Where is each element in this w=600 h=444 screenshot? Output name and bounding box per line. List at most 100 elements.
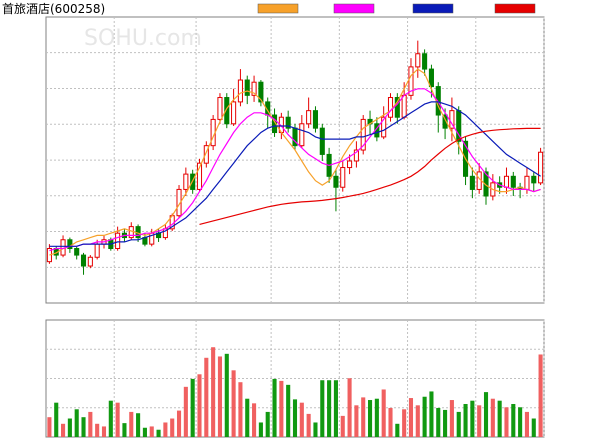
volume-bar-up [217,356,223,437]
volume-bar-up [163,422,168,437]
volume-bar-up [95,423,100,437]
volume-bar-up [204,357,209,437]
volume-bar-down [313,422,318,437]
volume-bar-down [511,403,516,437]
candle-up [60,239,66,256]
volume-bar-down [54,402,59,437]
candle-down [258,81,264,103]
candle-down [442,114,448,129]
candle-up [203,145,209,164]
volume-bar-up [183,386,188,437]
volume-bar-up [238,382,243,437]
candle-up [306,110,312,125]
watermark: SOHU.com [84,26,202,51]
price-grid [45,16,545,304]
volume-bar-down [531,418,536,437]
volume-bar-down [190,378,195,437]
candle-up [353,149,359,162]
volume-bar-down [224,353,229,437]
volume-bar-up [524,411,529,437]
volume-bar-down [374,398,379,437]
volume-bar-down [142,427,147,437]
candle-down [319,127,325,155]
series-line-ma20 [49,101,541,247]
volume-bar-down [320,380,325,437]
candle-up [176,188,182,217]
volume-bar-up [306,413,311,437]
volume-bar-up [211,347,216,437]
volume-bar-down [463,403,468,437]
volume-bar-up [538,354,543,437]
volume-bar-down [258,422,263,437]
volume-bar-up [88,411,93,437]
candle-up [360,118,366,151]
candle-down [531,175,537,184]
legend-swatch-ma5 [257,3,299,14]
candle-down [428,68,434,88]
chart-title: 首旅酒店(600258) [2,2,105,16]
volume-bar-down [518,407,523,437]
candle-up [231,101,237,125]
volume-bar-up [490,398,495,437]
candle-down [469,175,475,190]
volume-bar-up [101,426,107,437]
volume-bar-up [388,407,393,437]
candle-up [87,256,93,267]
volume-bar-up [347,378,352,437]
volume-bar-down [245,398,250,437]
candle-up [340,167,346,188]
volume-bar-down [422,396,427,437]
volume-bar-up [504,407,509,437]
volume-bars [47,347,543,437]
volume-bar-up [149,426,154,437]
volume-bar-up [176,410,182,437]
candle-down [244,79,250,96]
volume-bar-down [292,399,298,437]
volume-bar-down [156,429,161,437]
volume-bar-up [340,415,345,437]
candle-up [381,116,387,138]
volume-bar-up [381,389,386,437]
volume-bar-down [456,411,461,437]
volume-bar-up [197,374,202,437]
volume-bar-down [286,384,291,437]
legend-swatch-ma10 [333,3,375,14]
candle-down [285,116,291,129]
candle-up [196,162,203,190]
candle-up [217,97,223,120]
candle-up [415,53,421,68]
volume-bar-up [47,417,52,437]
volume-bar-down [497,400,502,437]
candle-down [394,97,400,118]
candle-down [312,110,319,129]
candle-up [538,151,544,184]
candle-up [299,123,305,147]
candle-up [401,94,407,118]
volume-bar-up [449,400,454,437]
candle-down [510,175,516,188]
volume-bar-up [115,402,120,437]
candle-up [387,97,394,118]
candle-down [224,97,230,125]
volume-bar-up [408,398,414,437]
volume-bar-up [361,397,366,437]
volume-bar-down [470,400,475,437]
candle-up [115,232,121,250]
volume-bar-down [272,378,277,437]
series-line-ma5 [49,68,541,256]
volume-bar-down [483,392,489,437]
volume-bar-up [354,405,359,437]
candle-up [503,175,510,188]
volume-bar-up [402,409,407,437]
candle-down [333,175,339,188]
candle-up [237,79,243,103]
candle-down [80,254,87,267]
volume-bar-up [415,405,420,437]
volume-bar-down [436,407,441,437]
volume-bar-down [108,400,113,437]
volume-bar-down [81,417,86,437]
volume-bar-up [252,403,257,437]
volume-bar-down [122,423,127,437]
